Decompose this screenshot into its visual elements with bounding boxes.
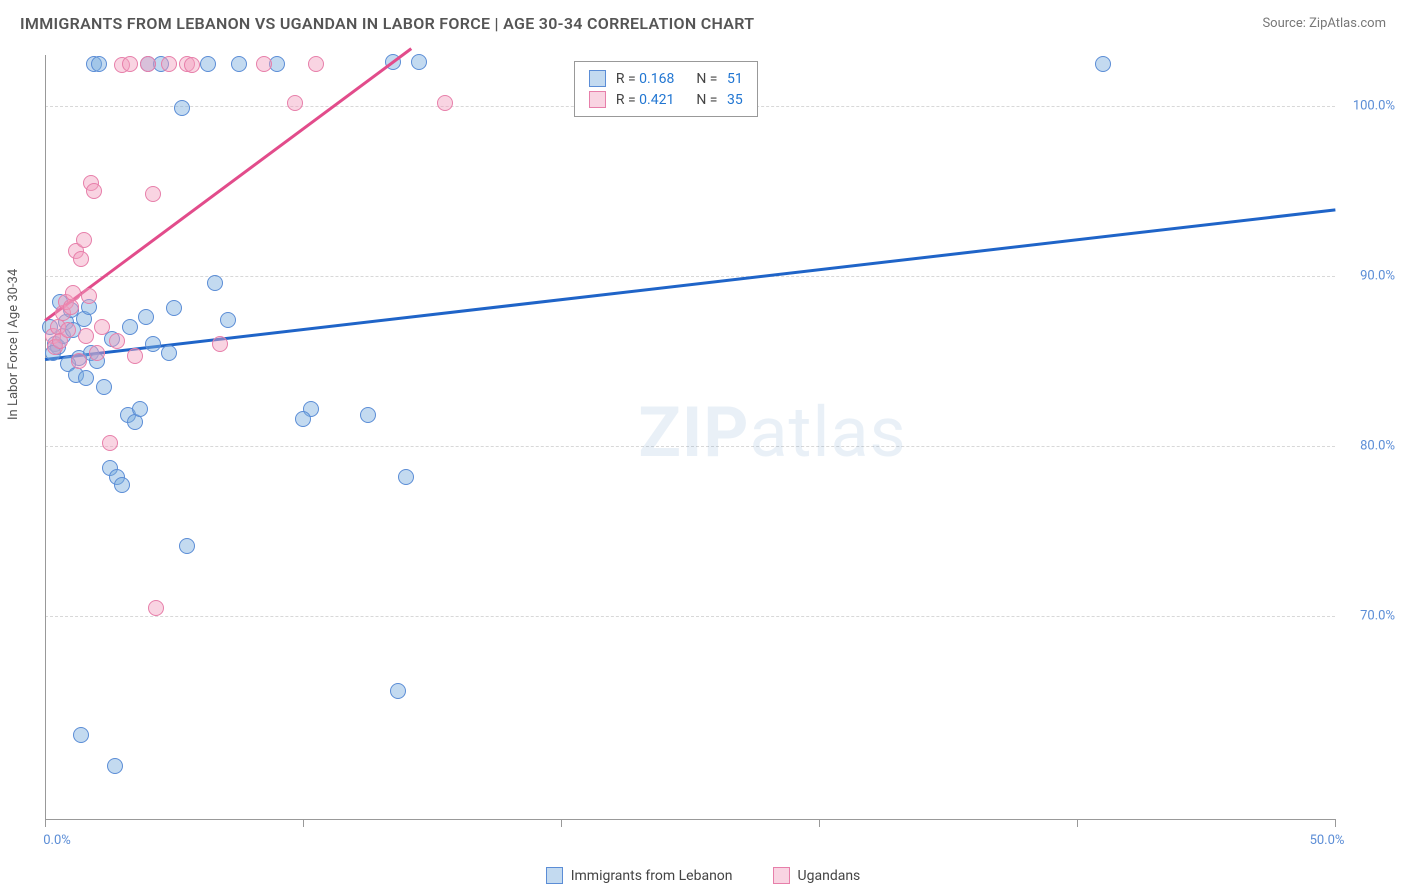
y-axis-line: [45, 55, 46, 820]
x-tick-mark: [45, 819, 46, 827]
data-point: [114, 477, 130, 493]
data-point: [91, 56, 107, 72]
source-link[interactable]: ZipAtlas.com: [1309, 16, 1386, 31]
data-point: [174, 100, 190, 116]
data-point: [78, 370, 94, 386]
chart-plot-area: 70.0%80.0%90.0%100.0%0.0%50.0% ZIPatlas …: [45, 55, 1335, 820]
legend-swatch: [589, 91, 606, 108]
y-tick-label: 90.0%: [1360, 269, 1395, 284]
data-point: [96, 379, 112, 395]
gridline: [45, 276, 1335, 277]
legend-swatch: [589, 70, 606, 87]
header: IMMIGRANTS FROM LEBANON VS UGANDAN IN LA…: [20, 14, 1386, 33]
legend-r-text: R = 0.421: [616, 92, 674, 108]
data-point: [138, 309, 154, 325]
data-point: [161, 56, 177, 72]
source-attribution: Source: ZipAtlas.com: [1262, 16, 1386, 31]
data-point: [73, 727, 89, 743]
data-point: [220, 312, 236, 328]
data-point: [200, 56, 216, 72]
data-point: [76, 232, 92, 248]
data-point: [161, 345, 177, 361]
data-point: [78, 328, 94, 344]
x-tick-mark: [303, 819, 304, 827]
data-point: [102, 435, 118, 451]
source-label: Source:: [1262, 16, 1305, 31]
data-point: [145, 336, 161, 352]
data-point: [148, 600, 164, 616]
bottom-legend-item: Immigrants from Lebanon: [546, 867, 733, 884]
data-point: [140, 56, 156, 72]
data-point: [411, 54, 427, 70]
data-point: [287, 95, 303, 111]
data-point: [360, 407, 376, 423]
legend-series-name: Immigrants from Lebanon: [571, 868, 733, 884]
data-point: [184, 57, 200, 73]
data-point: [73, 251, 89, 267]
data-point: [207, 275, 223, 291]
data-point: [295, 411, 311, 427]
data-point: [89, 345, 105, 361]
legend-r-text: R = 0.168: [616, 71, 674, 87]
legend-n-text: N = 35: [696, 92, 742, 108]
y-tick-label: 100.0%: [1353, 99, 1395, 114]
data-point: [437, 95, 453, 111]
data-point: [86, 183, 102, 199]
series-legend: Immigrants from Lebanon Ugandans: [0, 867, 1406, 884]
legend-n-text: N = 51: [696, 71, 742, 87]
y-tick-label: 80.0%: [1360, 439, 1395, 454]
data-point: [109, 333, 125, 349]
data-point: [122, 319, 138, 335]
data-point: [1095, 56, 1111, 72]
data-point: [81, 288, 97, 304]
data-point: [179, 538, 195, 554]
data-point: [166, 300, 182, 316]
data-point: [107, 758, 123, 774]
data-point: [390, 683, 406, 699]
data-point: [212, 336, 228, 352]
bottom-legend-item: Ugandans: [773, 867, 861, 884]
x-axis-line: [45, 819, 1335, 820]
gridline: [45, 616, 1335, 617]
data-point: [65, 285, 81, 301]
data-point: [398, 469, 414, 485]
x-tick-label: 50.0%: [1310, 833, 1345, 848]
correlation-stats-legend: R = 0.168 N = 51 R = 0.421 N = 35: [574, 61, 758, 117]
data-point: [122, 56, 138, 72]
x-tick-mark: [1335, 819, 1336, 827]
data-point: [94, 319, 110, 335]
data-point: [127, 348, 143, 364]
data-point: [256, 56, 272, 72]
gridline: [45, 446, 1335, 447]
x-tick-mark: [1077, 819, 1078, 827]
data-point: [60, 322, 76, 338]
trend-line: [45, 208, 1335, 360]
x-tick-label: 0.0%: [43, 833, 71, 848]
data-point: [231, 56, 247, 72]
x-tick-mark: [561, 819, 562, 827]
data-point: [63, 299, 79, 315]
legend-series-name: Ugandans: [798, 868, 861, 884]
trend-line: [44, 47, 412, 321]
y-axis-label: In Labor Force | Age 30-34: [6, 269, 21, 420]
legend-swatch: [546, 867, 563, 884]
data-point: [145, 186, 161, 202]
stats-legend-row: R = 0.421 N = 35: [589, 89, 743, 110]
chart-title: IMMIGRANTS FROM LEBANON VS UGANDAN IN LA…: [20, 14, 754, 33]
data-point: [308, 56, 324, 72]
y-tick-label: 70.0%: [1360, 609, 1395, 624]
x-tick-mark: [819, 819, 820, 827]
plot-overlay: 70.0%80.0%90.0%100.0%0.0%50.0%: [45, 55, 1335, 820]
stats-legend-row: R = 0.168 N = 51: [589, 68, 743, 89]
data-point: [71, 353, 87, 369]
data-point: [132, 401, 148, 417]
legend-swatch: [773, 867, 790, 884]
